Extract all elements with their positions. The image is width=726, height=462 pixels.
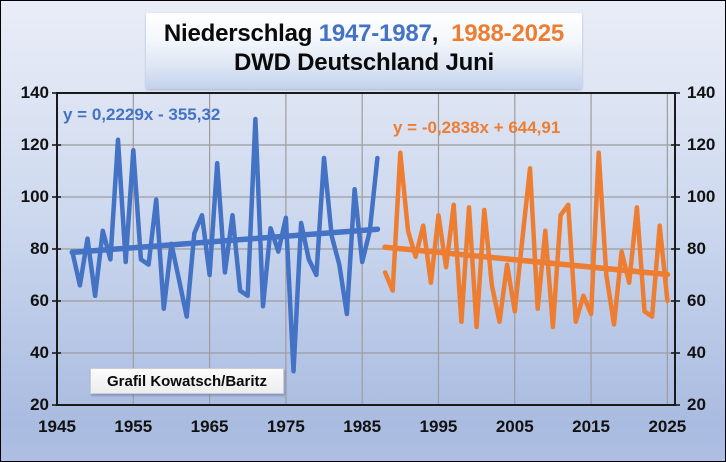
y-axis-label-left-60: 60 — [30, 291, 49, 310]
y-axis-label-left-80: 80 — [30, 239, 49, 258]
x-axis-label-1975: 1975 — [266, 417, 305, 436]
x-axis-label-2005: 2005 — [495, 417, 534, 436]
y-axis-label-right-100: 100 — [687, 187, 716, 206]
x-axis-label-1945: 1945 — [38, 417, 76, 436]
y-axis-label-right-120: 120 — [687, 135, 716, 154]
y-axis-label-left-100: 100 — [20, 187, 49, 206]
y-axis-label-left-140: 140 — [20, 83, 49, 102]
y-axis-label-right-20: 20 — [687, 395, 706, 414]
y-axis-label-left-20: 20 — [30, 395, 49, 414]
y-axis-label-left-40: 40 — [30, 343, 49, 362]
title-prefix: Niederschlag — [163, 20, 313, 47]
x-axis-label-1965: 1965 — [190, 417, 229, 436]
orange-trend-equation: y = -0,2838x + 644,91 — [393, 118, 561, 137]
title-line-2: DWD Deutschland Juni — [233, 49, 494, 76]
title-period2: 1988-2025 — [451, 20, 565, 47]
blue-series-line — [70, 116, 380, 374]
x-axis-label-1955: 1955 — [114, 417, 153, 436]
title-period1: 1947-1987 — [318, 20, 432, 47]
y-axis-label-right-40: 40 — [687, 343, 706, 362]
y-axis-label-right-80: 80 — [687, 239, 706, 258]
x-axis-label-2025: 2025 — [648, 417, 687, 436]
credit-label: Grafil Kowatsch/Baritz — [90, 368, 284, 394]
x-axis-label-1995: 1995 — [419, 417, 458, 436]
title-line-1: Niederschlag 1947-1987, 1988-2025 — [146, 20, 582, 48]
title-comma: , — [431, 20, 439, 47]
x-axis-label-2015: 2015 — [572, 417, 610, 436]
y-axis-label-right-140: 140 — [687, 83, 716, 102]
x-axis-label-1985: 1985 — [343, 417, 382, 436]
y-axis-label-left-120: 120 — [20, 135, 49, 154]
y-axis-label-right-60: 60 — [687, 291, 706, 310]
orange-series-line — [382, 150, 670, 330]
chart-title: Niederschlag 1947-1987, 1988-2025 DWD De… — [146, 13, 582, 89]
blue-trend-equation: y = 0,2229x - 355,32 — [63, 105, 221, 124]
